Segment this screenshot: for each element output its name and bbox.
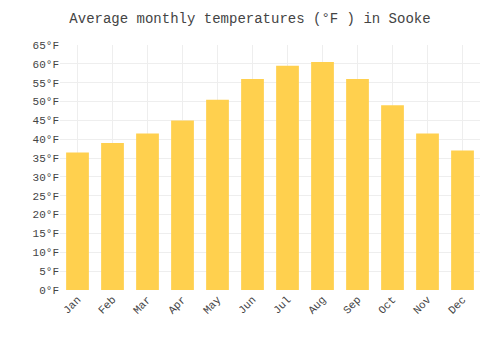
- svg-text:30°F: 30°F: [33, 172, 59, 184]
- svg-text:Nov: Nov: [411, 294, 434, 317]
- svg-text:65°F: 65°F: [33, 40, 59, 52]
- svg-text:Average monthly temperatures (: Average monthly temperatures (°F ) in So…: [69, 11, 430, 27]
- svg-text:Mar: Mar: [131, 294, 153, 316]
- svg-text:15°F: 15°F: [33, 228, 59, 240]
- svg-text:Jun: Jun: [236, 294, 258, 316]
- svg-text:Jan: Jan: [61, 294, 83, 316]
- svg-text:50°F: 50°F: [33, 96, 59, 108]
- svg-text:Jul: Jul: [271, 294, 293, 316]
- svg-text:5°F: 5°F: [39, 266, 59, 278]
- svg-text:10°F: 10°F: [33, 247, 59, 259]
- svg-text:45°F: 45°F: [33, 115, 59, 127]
- svg-text:Feb: Feb: [96, 294, 118, 316]
- svg-text:35°F: 35°F: [33, 153, 59, 165]
- svg-text:Dec: Dec: [446, 294, 468, 316]
- svg-text:May: May: [201, 294, 224, 317]
- svg-text:40°F: 40°F: [33, 134, 59, 146]
- svg-text:Aug: Aug: [306, 294, 328, 316]
- svg-text:25°F: 25°F: [33, 191, 59, 203]
- svg-text:20°F: 20°F: [33, 209, 59, 221]
- svg-text:60°F: 60°F: [33, 59, 59, 71]
- svg-text:Oct: Oct: [376, 294, 398, 316]
- svg-text:Sep: Sep: [341, 294, 363, 316]
- svg-text:55°F: 55°F: [33, 78, 59, 90]
- svg-text:0°F: 0°F: [39, 285, 59, 297]
- svg-text:Apr: Apr: [166, 294, 188, 316]
